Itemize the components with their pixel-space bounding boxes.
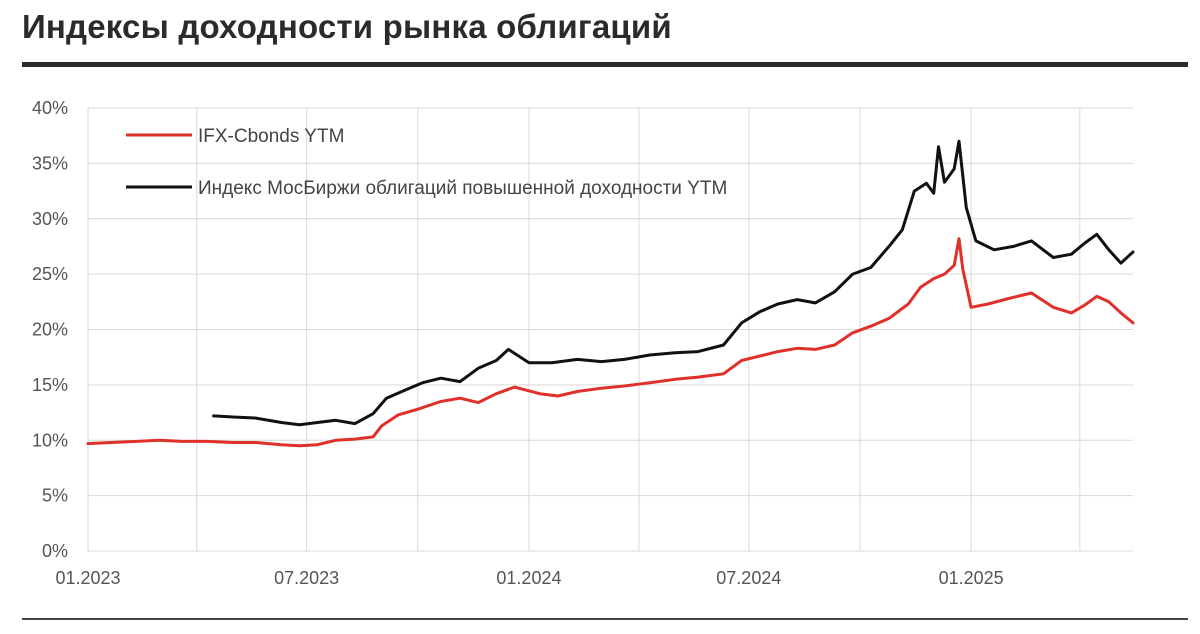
y-tick-label: 0%: [42, 541, 68, 561]
series-line-ifx-cbonds: [86, 237, 1135, 448]
x-tick-label: 01.2025: [939, 568, 1004, 588]
legend-label: Индекс МосБиржи облигаций повышенной дох…: [198, 178, 727, 199]
chart-legend: IFX-Cbonds YTM Индекс МосБиржи облигаций …: [126, 126, 727, 199]
y-tick-label: 25%: [32, 264, 68, 284]
footer-divider: [22, 618, 1188, 620]
y-tick-label: 40%: [32, 98, 68, 118]
x-tick-label: 07.2023: [274, 568, 339, 588]
x-axis-ticks: 01.2023 07.2023 01.2024 07.2024 01.2025: [55, 568, 1003, 588]
y-tick-label: 5%: [42, 486, 68, 506]
y-tick-label: 30%: [32, 209, 68, 229]
x-tick-label: 01.2023: [55, 568, 120, 588]
line-chart: 0% 5% 10% 15% 20% 25% 30% 35% 40% 01.2023 07.2023…: [32, 98, 1135, 588]
chart-grid: [87, 107, 1133, 552]
legend-label: IFX-Cbonds YTM: [198, 126, 344, 147]
chart-series: [86, 139, 1135, 448]
title-divider: [22, 62, 1188, 67]
y-tick-label: 20%: [32, 320, 68, 340]
y-tick-label: 35%: [32, 153, 68, 173]
x-tick-label: 07.2024: [716, 568, 781, 588]
x-tick-label: 01.2024: [496, 568, 561, 588]
y-tick-label: 15%: [32, 375, 68, 395]
series-line-moex-hy: [212, 139, 1135, 427]
y-axis-ticks: 0% 5% 10% 15% 20% 25% 30% 35% 40%: [32, 98, 68, 561]
page-title: Индексы доходности рынка облигаций: [22, 8, 672, 45]
y-tick-label: 10%: [32, 430, 68, 450]
